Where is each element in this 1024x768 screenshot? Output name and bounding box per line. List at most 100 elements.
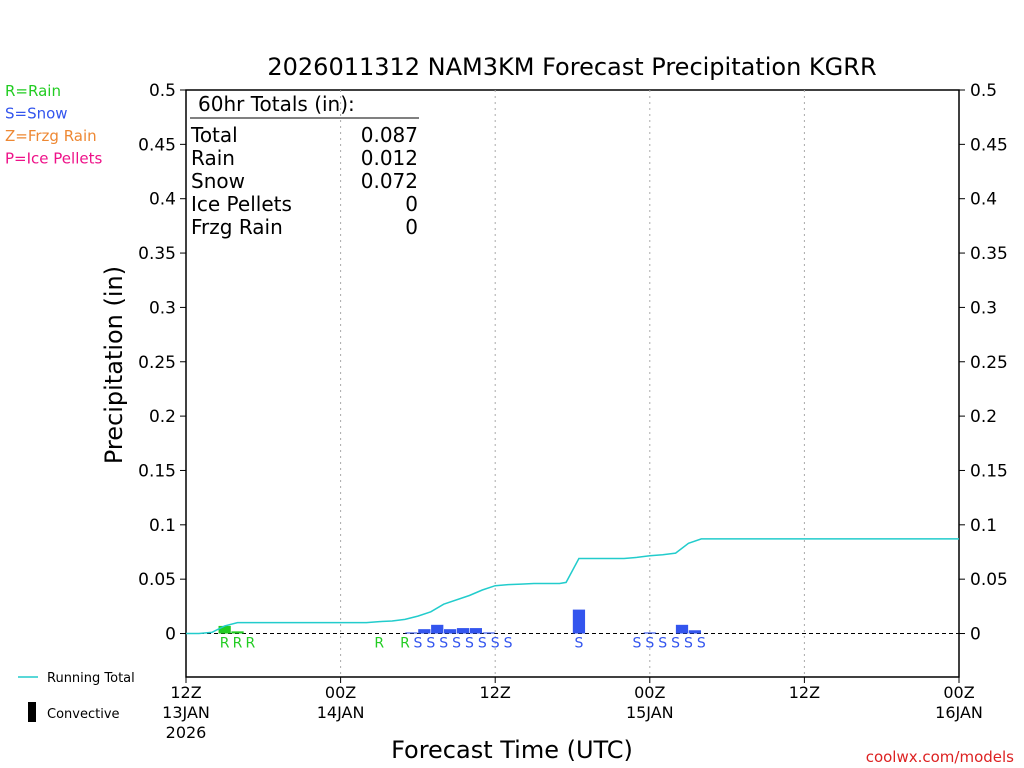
precip-bars: [218, 609, 702, 634]
precip-type-marker: S: [671, 636, 680, 652]
totals-value: 0.087: [361, 123, 418, 147]
precip-bar: [431, 624, 444, 634]
precip-bar: [688, 630, 702, 634]
precip-bar: [231, 631, 244, 634]
x-tick-label: 16JAN: [935, 703, 983, 722]
precip-type-marker: S: [465, 636, 474, 652]
x-tick-label: 12Z: [789, 683, 820, 702]
totals-rows: Total 0.087 Rain 0.012 Snow 0.072 Ice Pellets 0…: [190, 123, 418, 239]
plot-frame: [185, 89, 960, 678]
y-tick-label-left: 0.25: [138, 353, 176, 373]
x-tick-label: 2026: [166, 723, 207, 742]
precip-type-marker: S: [574, 636, 583, 652]
y-tick-label-right: 0: [970, 625, 981, 645]
precip-bar: [572, 609, 586, 634]
precip-type-marker: S: [439, 636, 448, 652]
legend-item: R=Rain: [5, 82, 61, 100]
y-tick-label-right: 0.1: [970, 516, 997, 536]
running-total-line: [186, 538, 959, 635]
totals-value: 0.072: [361, 169, 418, 193]
y-tick-label-right: 0.15: [970, 461, 1008, 481]
totals-label: Total: [190, 123, 238, 147]
totals-box: 60hr Totals (in): Total 0.087 Rain 0.012 Sno…: [190, 92, 419, 239]
y-tick-label-left: 0.5: [149, 81, 176, 101]
y-tick-label-left: 0.05: [138, 570, 176, 590]
totals-label: Frzg Rain: [191, 215, 283, 239]
totals-value: 0: [405, 192, 418, 216]
totals-label: Ice Pellets: [191, 192, 292, 216]
precip-type-marker: R: [374, 636, 384, 652]
precip-bar: [675, 624, 689, 634]
precip-type-marker: S: [504, 636, 513, 652]
precip-type-marker: S: [697, 636, 706, 652]
convective-legend-swatch: [28, 702, 36, 722]
precip-type-legend: R=Rain S=Snow Z=Frzg Rain P=Ice Pellets: [5, 82, 102, 168]
y-tick-label-left: 0.1: [149, 516, 176, 536]
y-axis-left: 0 0.05 0.1 0.15 0.2 0.25 0.3 0.35 0.4 0.45 0.5: [138, 81, 186, 645]
legend-item: S=Snow: [5, 105, 68, 123]
precip-type-marker: S: [478, 636, 487, 652]
x-axis-label: Forecast Time (UTC): [391, 736, 633, 764]
precip-type-marker: R: [400, 636, 410, 652]
precip-bar: [443, 629, 457, 634]
precip-type-marker: R: [233, 636, 243, 652]
precip-type-marker: R: [220, 636, 230, 652]
precip-type-marker: S: [452, 636, 461, 652]
precip-type-marker: S: [491, 636, 500, 652]
y-tick-label-right: 0.05: [970, 570, 1008, 590]
precip-bar: [418, 629, 431, 634]
totals-label: Rain: [191, 146, 235, 170]
precip-type-marker: S: [632, 636, 641, 652]
x-tick-label: 13JAN: [162, 703, 210, 722]
y-tick-label-right: 0.2: [970, 407, 997, 427]
legend-item: Z=Frzg Rain: [5, 127, 97, 145]
y-axis-right: 0 0.05 0.1 0.15 0.2 0.25 0.3 0.35 0.4 0.45 0.5: [959, 81, 1008, 645]
precip-bar: [469, 628, 482, 634]
totals-value: 0: [405, 215, 418, 239]
totals-heading: 60hr Totals (in):: [198, 92, 355, 116]
y-tick-label-left: 0.45: [138, 135, 176, 155]
x-tick-label: 00Z: [943, 683, 974, 702]
x-tick-label: 00Z: [325, 683, 356, 702]
y-tick-label-left: 0: [165, 625, 176, 645]
y-tick-label-right: 0.45: [970, 135, 1008, 155]
precip-bar: [218, 625, 231, 634]
running-total-legend-label: Running Total: [47, 671, 135, 686]
precip-type-marker: S: [426, 636, 435, 652]
totals-label: Snow: [191, 169, 245, 193]
x-tick-label: 12Z: [480, 683, 511, 702]
credit-text: coolwx.com/models: [866, 748, 1014, 766]
x-tick-label: 14JAN: [317, 703, 365, 722]
y-tick-label-left: 0.2: [149, 407, 176, 427]
precip-bar: [643, 632, 656, 634]
legend-item: P=Ice Pellets: [5, 150, 102, 168]
precip-type-marker: S: [645, 636, 654, 652]
convective-legend-label: Convective: [47, 707, 120, 722]
precip-bar: [456, 628, 470, 634]
precip-type-marker: S: [658, 636, 667, 652]
x-tick-label: 15JAN: [626, 703, 674, 722]
chart-title: 2026011312 NAM3KM Forecast Precipitation…: [267, 53, 876, 81]
precip-type-marker: R: [246, 636, 256, 652]
bottom-legend: Running Total Convective: [18, 671, 135, 722]
precip-bar: [405, 632, 418, 634]
y-tick-label-left: 0.3: [149, 298, 176, 318]
vertical-gridlines: [340, 90, 805, 677]
y-tick-label-right: 0.25: [970, 353, 1008, 373]
y-tick-label-right: 0.4: [970, 190, 997, 210]
y-tick-label-right: 0.3: [970, 298, 997, 318]
y-axis-label: Precipitation (in): [100, 266, 128, 464]
y-tick-label-left: 0.4: [149, 190, 176, 210]
y-tick-label-right: 0.5: [970, 81, 997, 101]
y-tick-label-left: 0.35: [138, 244, 176, 264]
totals-value: 0.012: [361, 146, 418, 170]
precip-bar: [482, 632, 495, 634]
y-tick-label-left: 0.15: [138, 461, 176, 481]
precip-type-marker: S: [684, 636, 693, 652]
x-tick-label: 12Z: [170, 683, 201, 702]
precip-type-marker: S: [413, 636, 422, 652]
y-tick-label-right: 0.35: [970, 244, 1008, 264]
